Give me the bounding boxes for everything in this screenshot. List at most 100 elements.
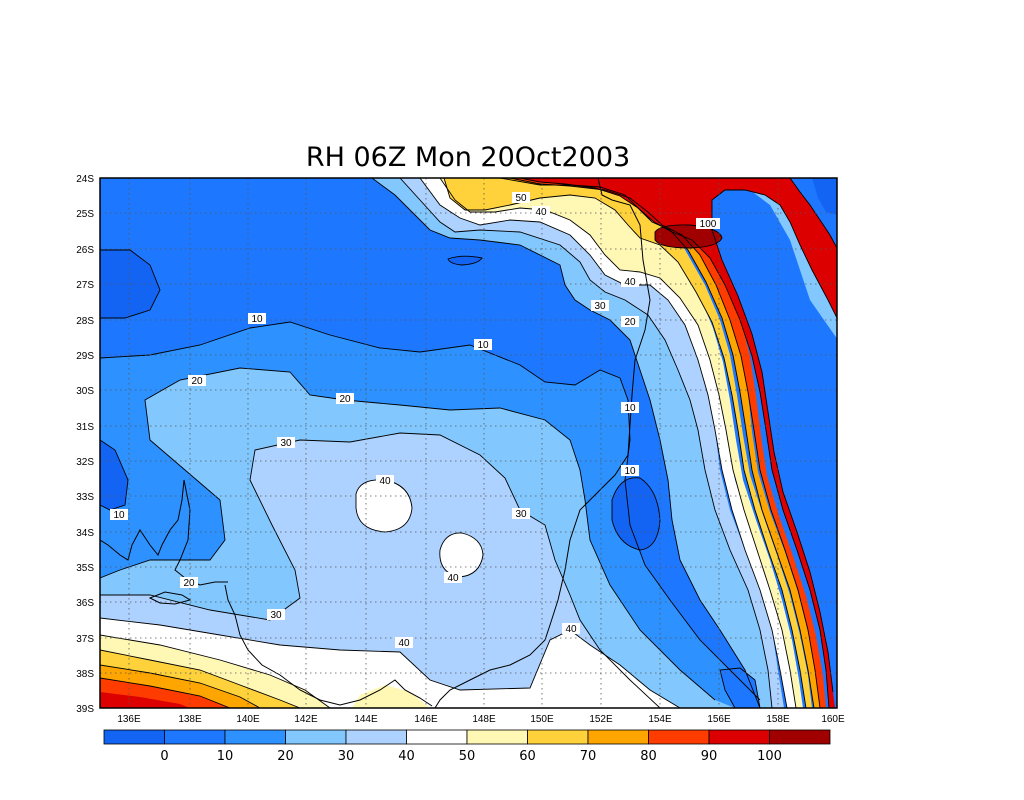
colorbar-swatch	[648, 729, 710, 745]
contour-labels: 10 10 10 10 10 20 20 20 20 30 30 30 30 4…	[110, 192, 720, 649]
svg-text:136E: 136E	[117, 714, 141, 725]
svg-text:160E: 160E	[821, 714, 845, 725]
svg-text:24S: 24S	[76, 174, 94, 185]
svg-text:152E: 152E	[589, 714, 613, 725]
rh-plume-70	[444, 178, 837, 708]
svg-text:39S: 39S	[76, 704, 94, 715]
contour-label: 40	[444, 572, 462, 584]
svg-text:142E: 142E	[294, 714, 318, 725]
isolines	[100, 178, 837, 708]
rh-ne-corner-dark	[812, 178, 837, 215]
svg-text:154E: 154E	[648, 714, 672, 725]
svg-text:30: 30	[594, 301, 606, 312]
rh-blob-100	[655, 224, 722, 248]
colorbar-label: 0	[160, 749, 168, 764]
svg-text:40: 40	[535, 207, 547, 218]
contour-label: 10	[110, 509, 128, 521]
contour-label: 20	[188, 375, 206, 387]
colorbar-label: 90	[701, 749, 718, 764]
colorbar-swatch	[164, 729, 226, 745]
colorbar-label: 100	[757, 749, 782, 764]
colorbar: 0 10 20 30 40 50 60 70 80 90 100	[103, 729, 831, 764]
colorbar-label: 10	[217, 749, 234, 764]
colorbar-swatch	[527, 729, 589, 745]
svg-text:50: 50	[515, 193, 527, 204]
rh-plume-40	[400, 178, 837, 708]
contour-label: 40	[395, 637, 413, 649]
colorbar-label: 30	[338, 749, 355, 764]
contour-label: 40	[621, 276, 639, 288]
svg-text:38S: 38S	[76, 669, 94, 680]
svg-text:27S: 27S	[76, 280, 94, 291]
svg-text:156E: 156E	[707, 714, 731, 725]
colorbar-swatch	[224, 729, 286, 745]
svg-text:40: 40	[624, 277, 636, 288]
svg-text:30S: 30S	[76, 386, 94, 397]
svg-text:150E: 150E	[530, 714, 554, 725]
contour-label: 40	[376, 475, 394, 487]
map-title: RH 06Z Mon 20Oct2003	[306, 142, 630, 173]
contour-label: 20	[336, 393, 354, 405]
svg-text:32S: 32S	[76, 457, 94, 468]
svg-text:140E: 140E	[236, 714, 260, 725]
colorbar-label: 50	[459, 749, 476, 764]
contour-label: 10	[248, 313, 266, 325]
rh-plume-100	[520, 178, 837, 708]
colorbar-label: 40	[398, 749, 415, 764]
rh-band-90-100-sw	[100, 692, 190, 708]
rh-hole-0-b	[100, 440, 128, 510]
svg-text:28S: 28S	[76, 316, 94, 327]
contour-label: 30	[267, 609, 285, 621]
contour-label: 50	[512, 192, 530, 204]
svg-text:10: 10	[624, 403, 636, 414]
colorbar-label: 70	[580, 749, 597, 764]
colorbar-swatch	[103, 729, 165, 745]
svg-text:37S: 37S	[76, 634, 94, 645]
coastline	[434, 178, 651, 708]
svg-text:10: 10	[251, 314, 263, 325]
svg-text:100: 100	[700, 219, 717, 230]
svg-text:33S: 33S	[76, 492, 94, 503]
graticule	[100, 178, 837, 708]
colorbar-swatch	[708, 729, 770, 745]
svg-text:40: 40	[447, 573, 459, 584]
contour-label: 30	[591, 300, 609, 312]
gulf-island	[148, 591, 192, 605]
contour-label: 10	[474, 339, 492, 351]
rh-se-blue	[720, 668, 760, 708]
longitude-labels: 136E 138E 140E 142E 144E 146E 148E 150E …	[117, 714, 845, 725]
svg-text:146E: 146E	[414, 714, 438, 725]
contour-label: 20	[180, 577, 198, 589]
svg-text:148E: 148E	[472, 714, 496, 725]
svg-text:158E: 158E	[766, 714, 790, 725]
svg-text:25S: 25S	[76, 209, 94, 220]
colorbar-label: 60	[519, 749, 536, 764]
svg-text:31S: 31S	[76, 422, 94, 433]
coastline-west	[100, 479, 228, 586]
colorbar-swatch	[406, 729, 468, 745]
svg-text:30: 30	[515, 509, 527, 520]
coastline-south	[224, 584, 433, 707]
contour-label: 40	[532, 206, 550, 218]
svg-text:30: 30	[270, 610, 282, 621]
colorbar-swatch	[285, 729, 347, 745]
svg-text:36S: 36S	[76, 598, 94, 609]
colorbar-label: 20	[277, 749, 294, 764]
colorbar-swatch	[587, 729, 649, 745]
contour-label: 40	[562, 623, 580, 635]
svg-text:40: 40	[398, 638, 410, 649]
colorbar-swatch	[769, 729, 831, 745]
plot-frame	[99, 177, 838, 709]
svg-text:144E: 144E	[354, 714, 378, 725]
svg-text:10: 10	[113, 510, 125, 521]
svg-text:10: 10	[624, 466, 636, 477]
svg-text:26S: 26S	[76, 245, 94, 256]
svg-text:30: 30	[280, 438, 292, 449]
svg-text:10: 10	[477, 340, 489, 351]
svg-text:20: 20	[339, 394, 351, 405]
rh-hole-0-c	[612, 477, 660, 550]
colorbar-swatch	[345, 729, 407, 745]
svg-text:20: 20	[191, 376, 203, 387]
rh-blob-40-b	[439, 532, 483, 577]
